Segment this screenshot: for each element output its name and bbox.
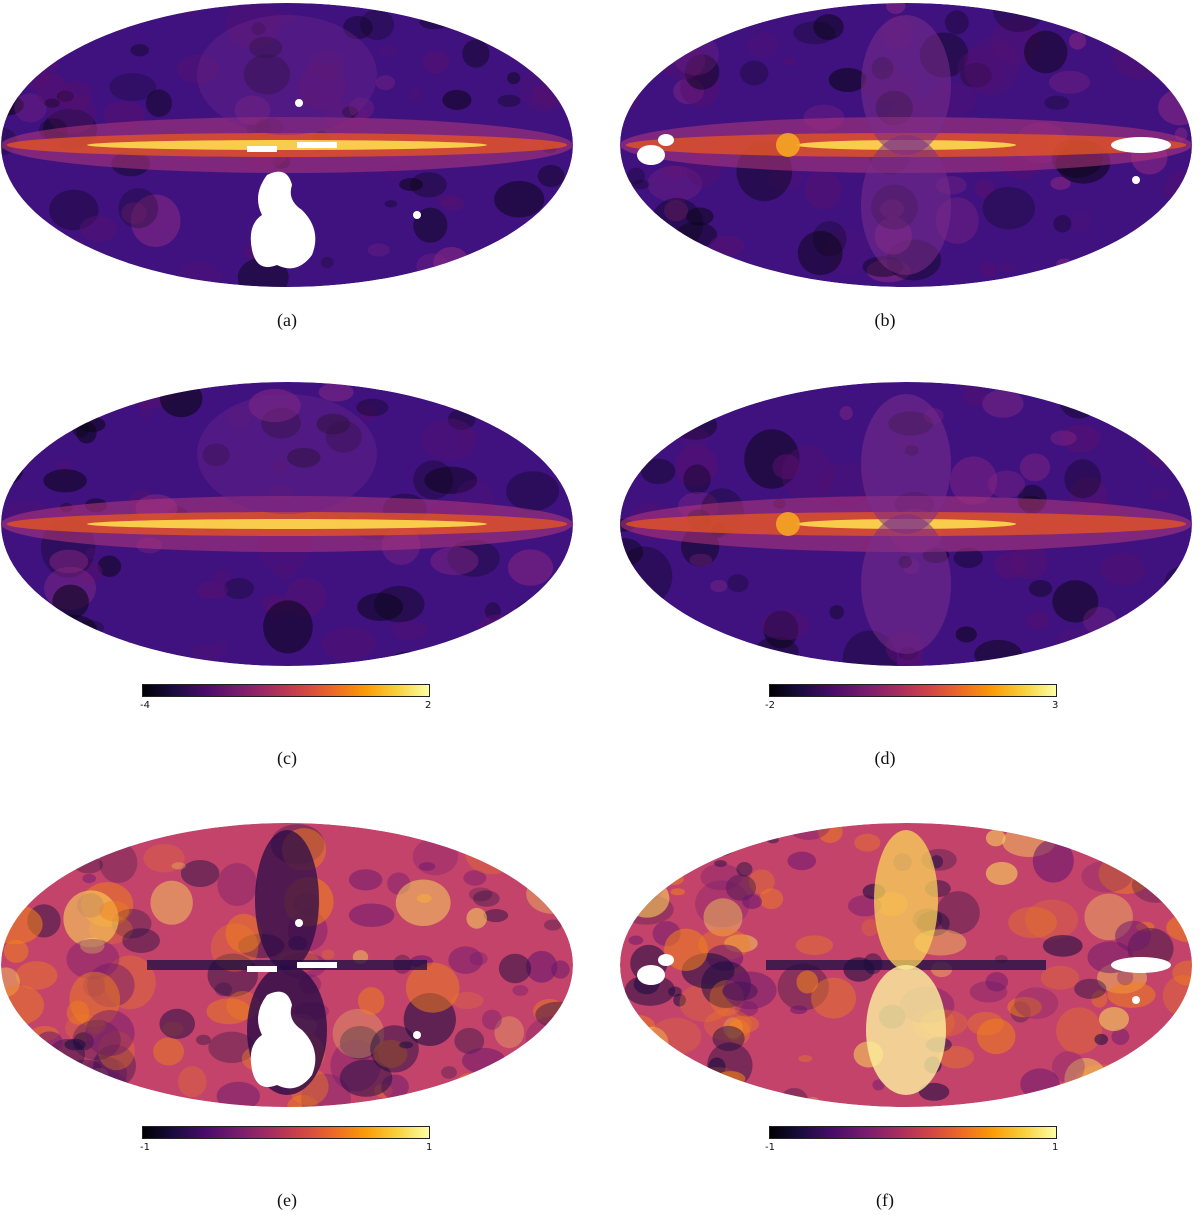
colorbar-d — [769, 684, 1057, 697]
map-d — [620, 382, 1192, 666]
colorbar-d-min: -2 — [765, 700, 775, 711]
caption-d: (d) — [874, 748, 896, 768]
colorbar-f-max: 1 — [1052, 1142, 1059, 1153]
map-a — [1, 3, 573, 287]
map-c — [1, 382, 573, 666]
colorbar-e — [142, 1126, 430, 1139]
colorbar-c-max: 2 — [425, 700, 432, 711]
colorbar-f-min: -1 — [765, 1142, 775, 1153]
colorbar-e-min: -1 — [140, 1142, 150, 1153]
caption-f: (f) — [876, 1190, 894, 1210]
colorbar-f — [769, 1126, 1057, 1139]
caption-c: (c) — [277, 748, 297, 768]
caption-e: (e) — [277, 1190, 297, 1210]
colorbar-c — [142, 684, 430, 697]
caption-b: (b) — [874, 310, 896, 330]
colorbar-e-max: 1 — [426, 1142, 433, 1153]
caption-a: (a) — [277, 310, 297, 330]
colorbar-d-max: 3 — [1052, 700, 1059, 711]
colorbar-c-min: -4 — [140, 700, 150, 711]
map-e — [1, 823, 573, 1107]
map-b — [620, 3, 1192, 287]
map-f — [620, 823, 1192, 1107]
